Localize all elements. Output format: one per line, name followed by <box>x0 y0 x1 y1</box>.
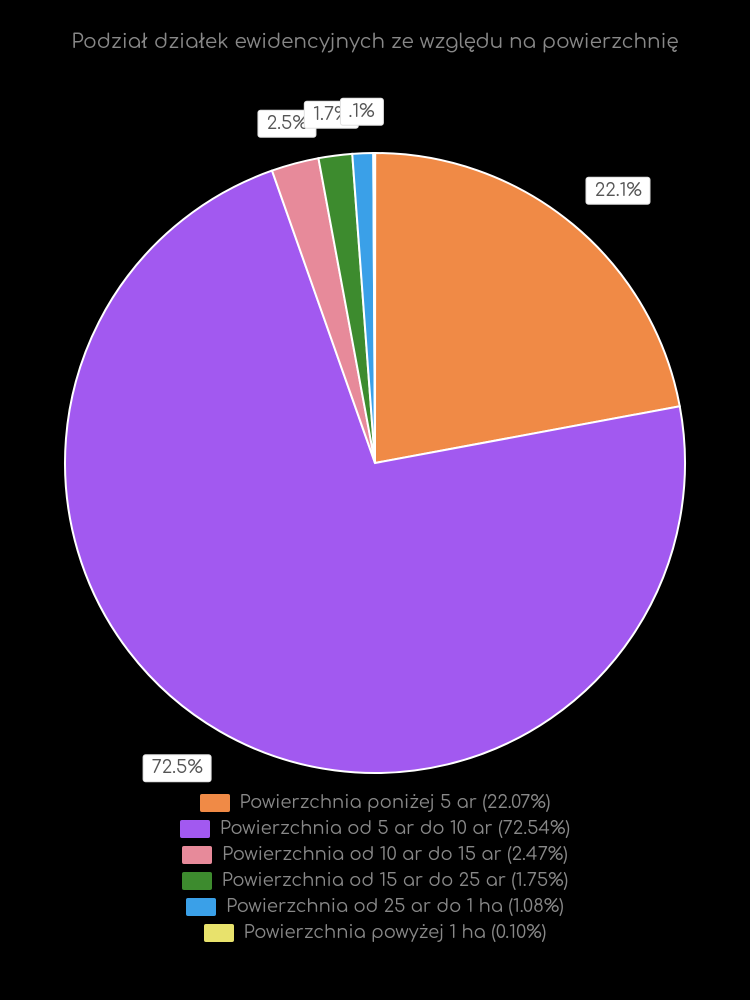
legend-item: Powierzchnia od 10 ar do 15 ar (2.47%) <box>182 845 568 865</box>
legend-swatch <box>180 820 210 838</box>
legend-label: Powierzchnia od 10 ar do 15 ar (2.47%) <box>222 845 568 865</box>
legend-item: Powierzchnia powyżej 1 ha (0.10%) <box>204 923 547 943</box>
legend-label: Powierzchnia od 5 ar do 10 ar (72.54%) <box>220 819 570 839</box>
slice-callout-label: 22.1% <box>586 176 651 204</box>
legend-swatch <box>182 872 212 890</box>
legend-swatch <box>204 924 234 942</box>
legend-item: Powierzchnia od 5 ar do 10 ar (72.54%) <box>180 819 570 839</box>
legend-item: Powierzchnia od 15 ar do 25 ar (1.75%) <box>182 871 568 891</box>
slice-callout-label: 72.5% <box>142 755 211 783</box>
legend-swatch <box>200 794 230 812</box>
legend: Powierzchnia poniżej 5 ar (22.07%) Powier… <box>180 793 570 943</box>
legend-label: Powierzchnia poniżej 5 ar (22.07%) <box>240 793 551 813</box>
legend-label: Powierzchnia od 25 ar do 1 ha (1.08%) <box>226 897 564 917</box>
legend-swatch <box>186 898 216 916</box>
legend-label: Powierzchnia powyżej 1 ha (0.10%) <box>244 923 547 943</box>
legend-label: Powierzchnia od 15 ar do 25 ar (1.75%) <box>222 871 568 891</box>
slice-callout-label: .1% <box>339 98 383 126</box>
legend-swatch <box>182 846 212 864</box>
chart-title: Podział działek ewidencyjnych ze względu… <box>71 30 678 53</box>
legend-item: Powierzchnia od 25 ar do 1 ha (1.08%) <box>186 897 564 917</box>
legend-item: Powierzchnia poniżej 5 ar (22.07%) <box>200 793 551 813</box>
pie-chart-area: 22.1%72.5%2.5%1.7%.1% <box>25 83 725 783</box>
